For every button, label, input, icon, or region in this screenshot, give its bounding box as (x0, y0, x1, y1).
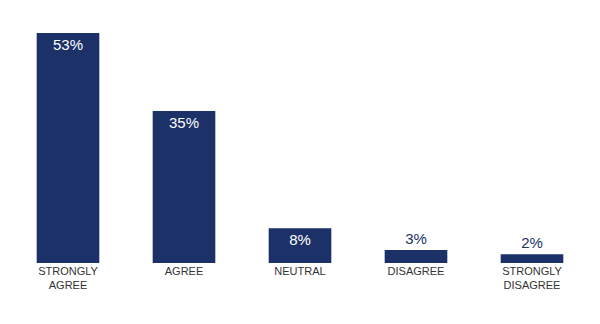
svg-text:STRONGLYDISAGREE: STRONGLYDISAGREE (502, 265, 562, 291)
svg-text:DISAGREE: DISAGREE (388, 265, 445, 277)
svg-text:STRONGLYAGREE: STRONGLYAGREE (38, 265, 98, 291)
svg-text:AGREE: AGREE (165, 265, 204, 277)
svg-text:53%: 53% (53, 36, 83, 53)
svg-text:8%: 8% (289, 231, 311, 248)
svg-text:3%: 3% (405, 230, 427, 247)
svg-text:2%: 2% (521, 234, 543, 251)
svg-text:NEUTRAL: NEUTRAL (274, 265, 325, 277)
svg-text:35%: 35% (169, 114, 199, 131)
